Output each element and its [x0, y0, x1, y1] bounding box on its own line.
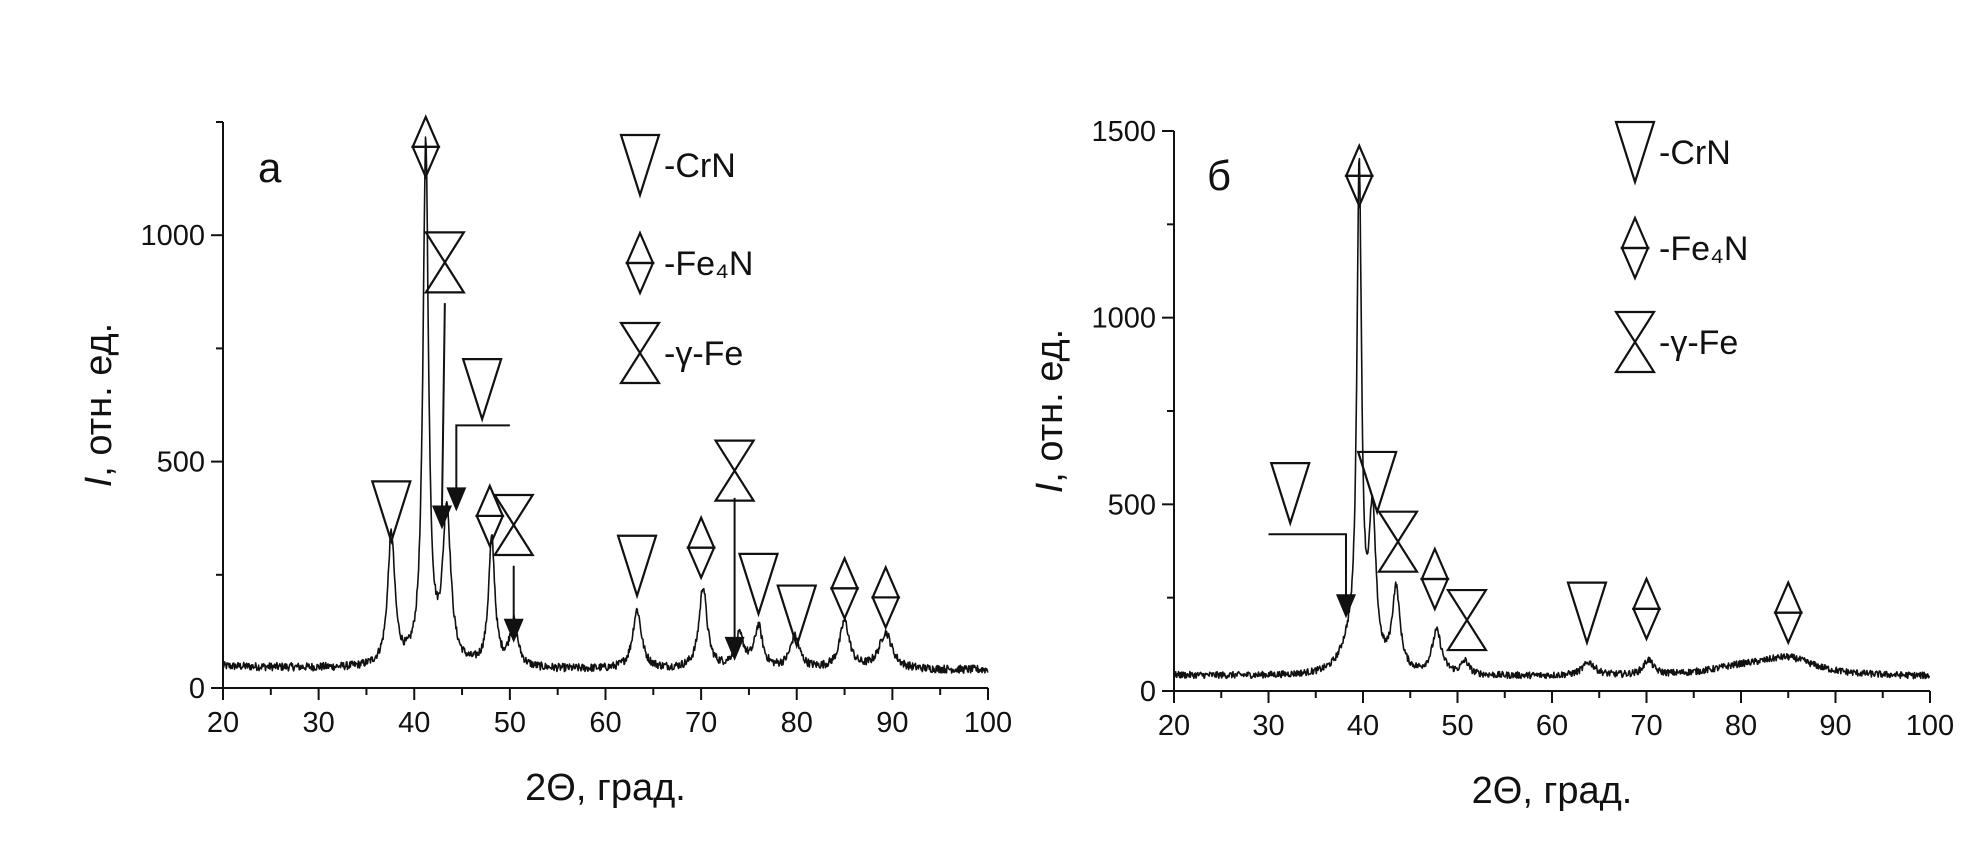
phase-marker-gfe [713, 439, 756, 502]
legend-marker-crn [619, 133, 661, 199]
panel-letter: а [258, 144, 282, 191]
phase-marker-fe4n [1631, 576, 1662, 642]
phase-marker-fe4n [1420, 546, 1450, 612]
legend-marker-gfe [619, 321, 661, 385]
legend-label-fe4n: -Fe₄N [664, 245, 753, 283]
phase-marker-crn [737, 552, 780, 618]
y-axis-title: I, отн. ед. [78, 323, 120, 488]
y-tick-label: 1500 [1091, 116, 1156, 148]
diffraction-pattern-line [1173, 157, 1931, 680]
x-tick-label: 80 [781, 707, 813, 739]
phase-marker-fe4n [1344, 143, 1374, 209]
x-tick-label: 70 [1630, 710, 1662, 742]
peak-arrow [724, 497, 745, 661]
x-tick-label: 40 [398, 707, 430, 739]
phase-marker-crn [1269, 462, 1311, 527]
phase-marker-crn [1356, 450, 1398, 516]
y-tick-label: 1000 [1091, 303, 1156, 335]
x-axis-title: 2Θ, град. [525, 767, 686, 809]
legend-label-fe4n: -Fe₄N [1659, 230, 1748, 268]
x-tick-label: 40 [1347, 710, 1379, 742]
x-tick-label: 90 [1819, 710, 1851, 742]
y-tick-label: 0 [1140, 676, 1156, 708]
x-axis-title: 2Θ, град. [1472, 770, 1633, 812]
phase-marker-fe4n [829, 555, 860, 622]
phase-marker-crn [616, 534, 658, 600]
peak-arrow [446, 424, 510, 512]
x-tick-label: 70 [685, 707, 717, 739]
legend-label-gfe: -γ-Fe [1659, 324, 1738, 362]
x-tick-label: 50 [494, 707, 526, 739]
phase-marker-crn [1566, 581, 1608, 647]
diffraction-pattern-line [222, 136, 989, 674]
y-tick-label: 500 [157, 447, 205, 479]
legend-marker-fe4n [625, 230, 655, 296]
x-tick-label: 90 [876, 707, 908, 739]
legend-label-crn: -CrN [1659, 134, 1731, 172]
peak-arrow [1268, 533, 1356, 619]
y-tick-label: 500 [1108, 489, 1156, 521]
y-axis-title-symbol: I [1029, 482, 1071, 493]
phase-marker-crn [776, 584, 818, 650]
phase-marker-crn [370, 480, 412, 546]
phase-marker-fe4n [871, 564, 901, 631]
phase-marker-gfe [1445, 588, 1488, 652]
y-axis-title-symbol: I [78, 476, 120, 487]
phase-marker-gfe [1376, 510, 1419, 573]
x-tick-label: 100 [1906, 710, 1954, 742]
phase-marker-fe4n [475, 483, 505, 549]
peak-arrow [431, 303, 452, 530]
x-tick-label: 20 [1158, 710, 1190, 742]
x-tick-label: 30 [302, 707, 334, 739]
x-tick-label: 100 [964, 707, 1012, 739]
phase-marker-crn [461, 358, 503, 423]
phase-marker-gfe [423, 231, 466, 294]
legend-label-gfe: -γ-Fe [664, 335, 743, 373]
y-tick-label: 1000 [140, 220, 205, 252]
legend-marker-fe4n [1620, 215, 1650, 281]
phase-marker-fe4n [686, 514, 716, 581]
phase-marker-fe4n [1773, 579, 1803, 646]
panel-letter: б [1207, 152, 1231, 199]
x-tick-label: 50 [1441, 710, 1473, 742]
x-tick-label: 20 [207, 707, 239, 739]
x-tick-label: 80 [1725, 710, 1757, 742]
x-tick-label: 30 [1252, 710, 1284, 742]
legend-marker-gfe [1614, 310, 1656, 374]
y-axis-title-unit: , отн. ед. [1029, 329, 1071, 483]
y-axis-title-unit: , отн. ед. [78, 323, 120, 477]
x-tick-label: 60 [589, 707, 621, 739]
y-axis-title: I, отн. ед. [1029, 329, 1071, 494]
phase-marker-fe4n [411, 114, 441, 180]
phase-marker-gfe [492, 493, 535, 557]
legend-label-crn: -CrN [664, 147, 736, 185]
y-tick-label: 0 [189, 673, 205, 705]
x-tick-label: 60 [1536, 710, 1568, 742]
peak-arrow [503, 565, 524, 643]
legend-marker-crn [1614, 120, 1656, 186]
